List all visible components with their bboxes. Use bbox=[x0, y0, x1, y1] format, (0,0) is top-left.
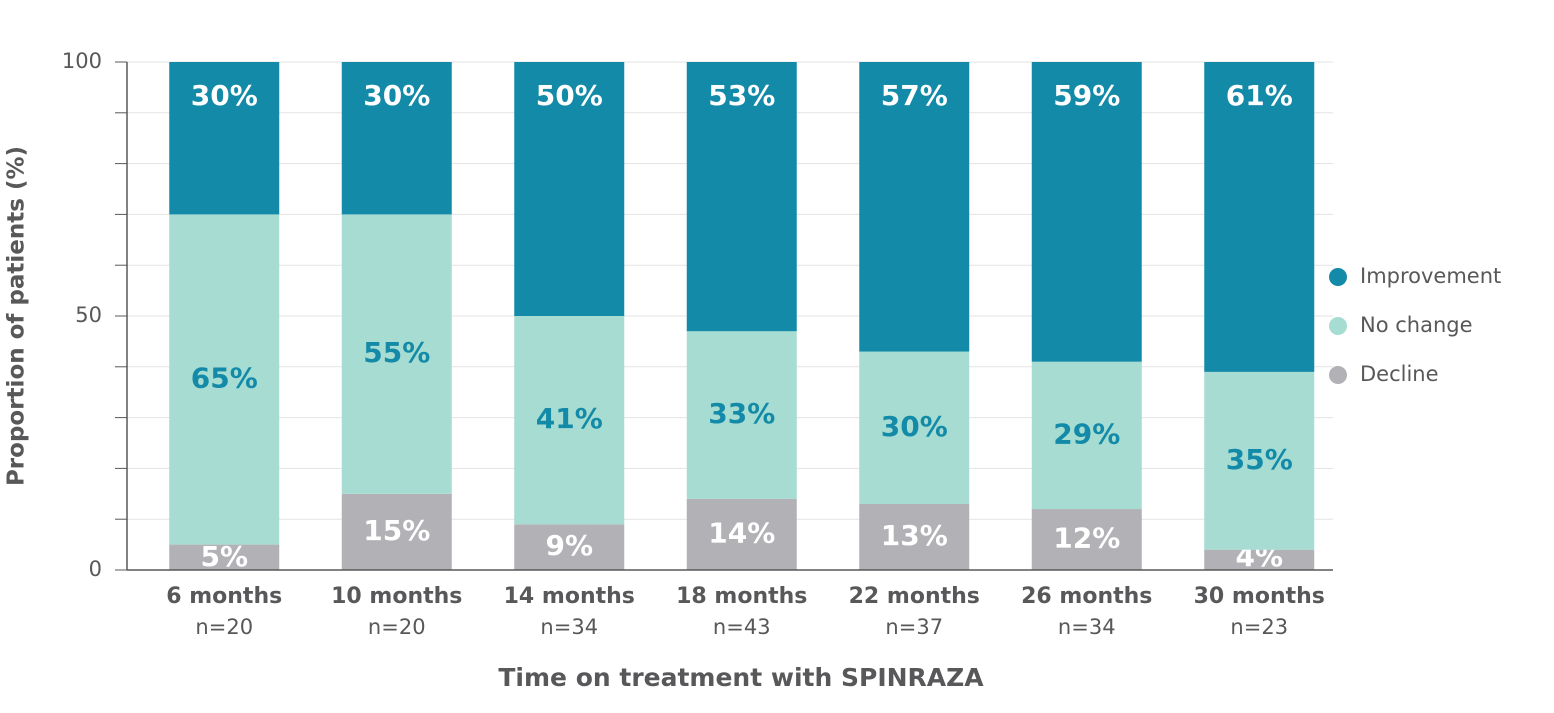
bar-segment bbox=[169, 214, 280, 545]
bar-segment bbox=[859, 351, 970, 504]
x-tick-label: 6 months bbox=[166, 584, 282, 609]
bar-segment bbox=[686, 498, 797, 570]
data-label: 41% bbox=[536, 402, 603, 435]
data-label: 53% bbox=[708, 79, 775, 112]
bar-segment bbox=[514, 524, 625, 570]
bar-segment bbox=[1204, 62, 1315, 372]
bar-segment bbox=[1031, 509, 1142, 570]
data-label: 14% bbox=[708, 516, 775, 549]
x-tick-sublabel: n=37 bbox=[885, 615, 943, 639]
x-axis-title: Time on treatment with SPINRAZA bbox=[498, 663, 984, 692]
bar-segment bbox=[514, 316, 625, 525]
data-label: 9% bbox=[545, 529, 593, 562]
data-label: 30% bbox=[191, 79, 258, 112]
data-label: 33% bbox=[708, 397, 775, 430]
data-label: 30% bbox=[881, 410, 948, 443]
bar-segment bbox=[514, 62, 625, 316]
bar-segment bbox=[169, 62, 280, 215]
x-tick-sublabel: n=23 bbox=[1230, 615, 1288, 639]
legend-label: Decline bbox=[1360, 362, 1439, 386]
bar-segment bbox=[686, 331, 797, 499]
bar-segment bbox=[169, 544, 280, 570]
legend-label: Improvement bbox=[1360, 264, 1501, 288]
bar-segment bbox=[859, 62, 970, 352]
bar-segment bbox=[341, 493, 452, 570]
data-label: 57% bbox=[881, 79, 948, 112]
data-label: 29% bbox=[1053, 417, 1120, 450]
data-label: 12% bbox=[1053, 522, 1120, 555]
bar-segment bbox=[1031, 361, 1142, 510]
bar-segment bbox=[341, 214, 452, 494]
bar-segment bbox=[1031, 62, 1142, 362]
data-label: 61% bbox=[1226, 79, 1293, 112]
x-tick-label: 10 months bbox=[331, 584, 462, 609]
x-tick-label: 26 months bbox=[1021, 584, 1152, 609]
data-label: 65% bbox=[191, 362, 258, 395]
x-tick-label: 30 months bbox=[1194, 584, 1325, 609]
x-tick-label: 22 months bbox=[849, 584, 980, 609]
bar-segment bbox=[1204, 549, 1315, 570]
x-tick-sublabel: n=20 bbox=[195, 615, 253, 639]
data-label: 13% bbox=[881, 519, 948, 552]
bar-segment bbox=[686, 62, 797, 332]
y-tick-label: 100 bbox=[62, 49, 102, 73]
legend-marker bbox=[1329, 366, 1347, 384]
data-label: 35% bbox=[1226, 443, 1293, 476]
data-label: 30% bbox=[363, 79, 430, 112]
y-tick-label: 50 bbox=[75, 303, 102, 327]
data-label: 59% bbox=[1053, 79, 1120, 112]
legend-marker bbox=[1329, 268, 1347, 286]
x-tick-label: 14 months bbox=[504, 584, 635, 609]
legend-marker bbox=[1329, 317, 1347, 335]
legend-label: No change bbox=[1360, 313, 1473, 337]
x-tick-sublabel: n=34 bbox=[540, 615, 598, 639]
x-tick-label: 18 months bbox=[676, 584, 807, 609]
y-tick-label: 0 bbox=[89, 557, 102, 581]
data-label: 50% bbox=[536, 79, 603, 112]
x-tick-sublabel: n=34 bbox=[1058, 615, 1116, 639]
x-tick-sublabel: n=20 bbox=[368, 615, 426, 639]
x-tick-sublabel: n=43 bbox=[713, 615, 771, 639]
data-label: 5% bbox=[200, 540, 248, 573]
data-label: 55% bbox=[363, 336, 430, 369]
bar-segment bbox=[341, 62, 452, 215]
data-label: 15% bbox=[363, 514, 430, 547]
y-axis-title: Proportion of patients (%) bbox=[4, 146, 30, 486]
bar-segment bbox=[859, 503, 970, 570]
bar-segment bbox=[1204, 371, 1315, 550]
